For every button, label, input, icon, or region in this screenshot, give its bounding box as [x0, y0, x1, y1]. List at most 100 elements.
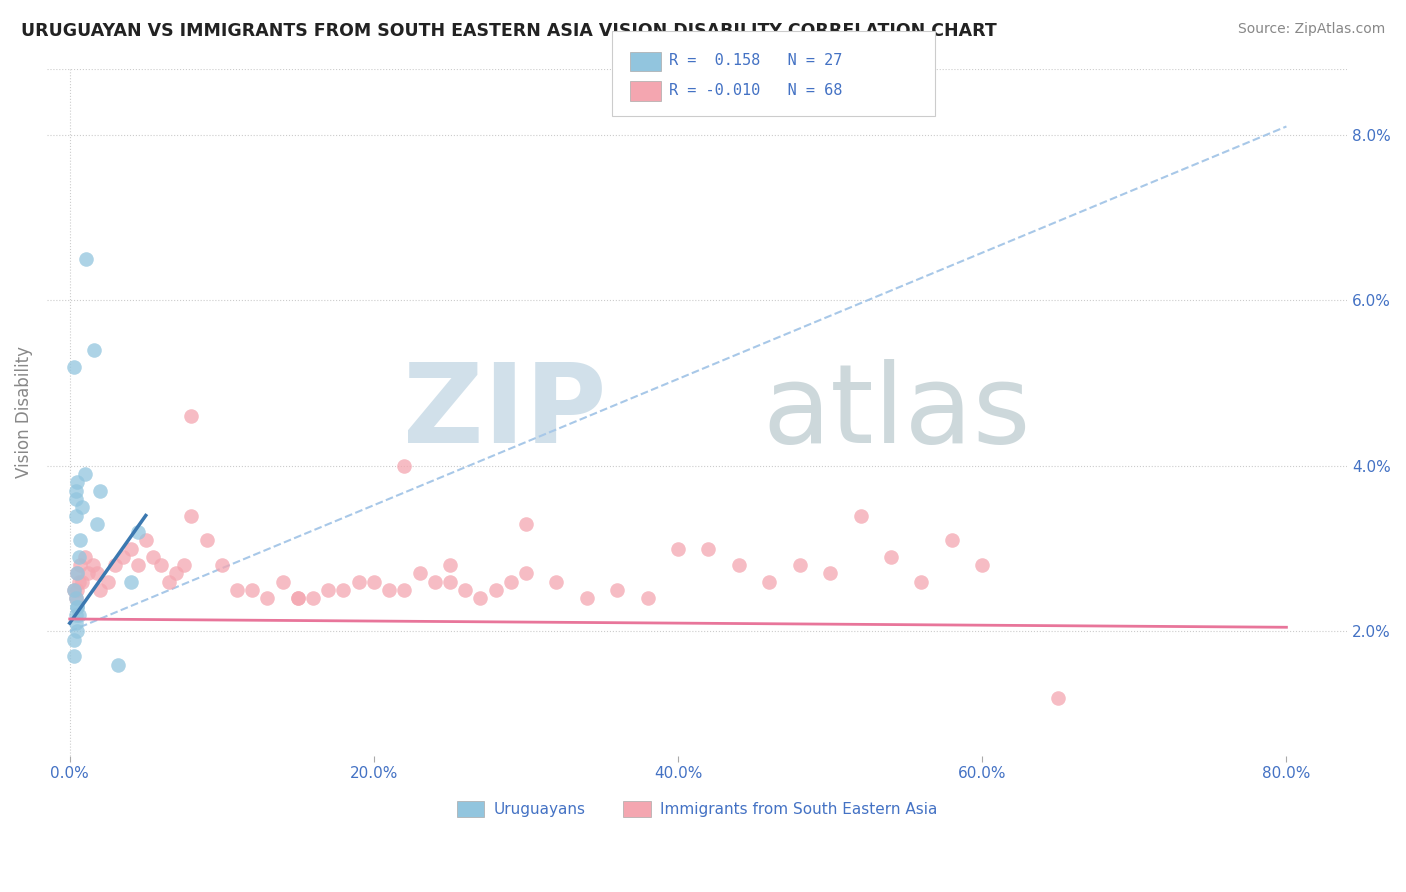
Point [758, 574, 780, 589]
Point [484, 582, 506, 597]
Point [180, 409, 202, 424]
Point [149, 558, 172, 573]
Point [880, 549, 903, 564]
Point [287, 591, 309, 606]
Point [226, 582, 249, 597]
Point [439, 558, 461, 573]
Point [240, 582, 263, 597]
Point [63, 582, 86, 597]
Point [65, 591, 87, 606]
Point [70, 500, 93, 515]
Point [65, 607, 87, 622]
Point [165, 566, 187, 581]
Point [73, 549, 96, 564]
Text: R =  0.158   N = 27: R = 0.158 N = 27 [669, 54, 842, 68]
Point [515, 566, 537, 581]
Point [65, 616, 87, 631]
Point [69, 558, 91, 573]
Point [127, 558, 149, 573]
Point [67, 607, 90, 622]
Point [63, 632, 86, 647]
Y-axis label: Vision Disability: Vision Disability [15, 346, 32, 478]
Text: URUGUAYAN VS IMMIGRANTS FROM SOUTH EASTERN ASIA VISION DISABILITY CORRELATION CH: URUGUAYAN VS IMMIGRANTS FROM SOUTH EASTE… [21, 22, 997, 40]
Point [89, 483, 111, 498]
Point [789, 558, 811, 573]
Point [86, 566, 108, 581]
Point [67, 549, 90, 564]
Point [77, 566, 100, 581]
Point [316, 582, 339, 597]
Point [195, 533, 218, 548]
Point [439, 574, 461, 589]
Point [65, 508, 87, 523]
Point [256, 591, 278, 606]
Point [63, 359, 86, 374]
Point [120, 574, 142, 589]
Point [910, 574, 932, 589]
Point [67, 574, 90, 589]
Point [65, 591, 87, 606]
Point [66, 624, 89, 639]
Text: ZIP: ZIP [402, 359, 606, 466]
Point [83, 343, 105, 357]
Point [849, 508, 872, 523]
Point [63, 649, 86, 664]
Point [86, 516, 108, 531]
Point [606, 582, 628, 597]
Point [66, 566, 89, 581]
Point [499, 574, 522, 589]
Point [89, 582, 111, 597]
Point [666, 541, 689, 556]
Point [287, 591, 309, 606]
Point [69, 533, 91, 548]
Point [97, 574, 120, 589]
Point [82, 558, 104, 573]
Point [65, 483, 87, 498]
Point [66, 599, 89, 614]
Point [70, 574, 93, 589]
Point [454, 582, 477, 597]
Legend: Uruguayans, Immigrants from South Eastern Asia: Uruguayans, Immigrants from South Easter… [450, 796, 943, 823]
Point [637, 591, 659, 606]
Point [127, 524, 149, 539]
Point [515, 516, 537, 531]
Text: R = -0.010   N = 68: R = -0.010 N = 68 [669, 84, 842, 98]
Point [575, 591, 598, 606]
Point [423, 574, 446, 589]
Point [347, 574, 370, 589]
Point [332, 582, 354, 597]
Point [135, 533, 157, 548]
Point [818, 566, 841, 581]
Point [941, 533, 963, 548]
Point [120, 541, 142, 556]
Point [65, 491, 87, 506]
Point [728, 558, 751, 573]
Point [408, 566, 430, 581]
Point [157, 574, 180, 589]
Point [394, 582, 416, 597]
Point [972, 558, 994, 573]
Point [107, 657, 129, 672]
Point [66, 599, 89, 614]
Point [211, 558, 233, 573]
Point [394, 458, 416, 473]
Text: atlas: atlas [762, 359, 1031, 466]
Point [363, 574, 385, 589]
Point [697, 541, 720, 556]
Point [66, 582, 89, 597]
Point [173, 558, 195, 573]
Point [104, 558, 127, 573]
Point [378, 582, 401, 597]
Point [66, 566, 89, 581]
Point [271, 574, 294, 589]
Point [73, 467, 96, 482]
Point [1047, 690, 1070, 705]
Point [470, 591, 492, 606]
Point [142, 549, 165, 564]
Point [546, 574, 568, 589]
Point [111, 549, 134, 564]
Point [302, 591, 325, 606]
Point [66, 475, 89, 490]
Text: Source: ZipAtlas.com: Source: ZipAtlas.com [1237, 22, 1385, 37]
Point [180, 508, 202, 523]
